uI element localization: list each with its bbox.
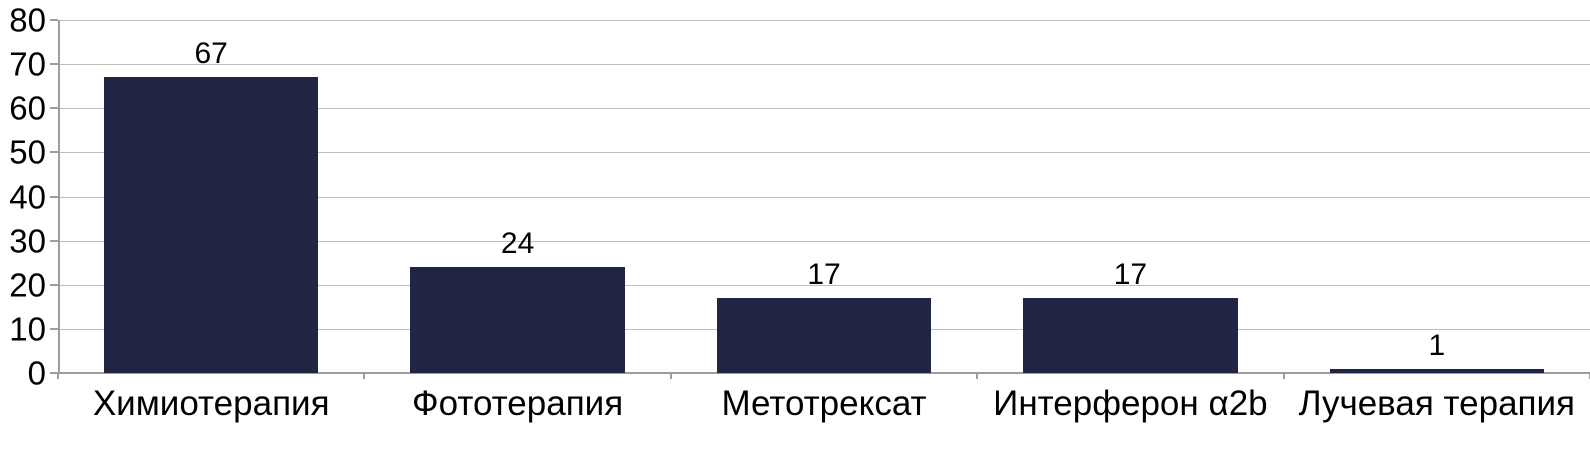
gridline xyxy=(58,196,1590,198)
x-axis-category-label: Интерферон α2b xyxy=(993,384,1268,423)
x-axis-tick xyxy=(57,374,59,379)
bar-1 xyxy=(410,267,625,373)
y-axis-tick-label: 40 xyxy=(9,178,46,215)
gridline xyxy=(58,108,1590,110)
x-axis-category-label: Фототерапия xyxy=(412,384,624,423)
bar-value-label: 17 xyxy=(1113,257,1148,291)
y-axis-tick-label: 20 xyxy=(9,266,46,304)
y-axis-tick xyxy=(50,327,58,330)
y-axis-tick xyxy=(50,19,58,21)
y-axis-tick xyxy=(50,151,58,154)
x-axis-tick xyxy=(669,374,672,379)
y-axis-tick xyxy=(50,239,58,242)
gridline xyxy=(58,240,1590,242)
bar-3 xyxy=(1023,297,1238,373)
y-axis-tick-label: 10 xyxy=(9,310,46,348)
x-axis-category-label: Метотрексат xyxy=(721,384,927,423)
gridline xyxy=(58,152,1590,154)
x-axis-tick xyxy=(1282,374,1285,379)
y-axis-tick-label: 60 xyxy=(9,89,46,127)
x-axis-tick xyxy=(976,374,979,379)
y-axis-tick xyxy=(50,63,58,66)
gridline xyxy=(58,20,1590,21)
bar-value-label: 1 xyxy=(1428,328,1446,362)
bar-value-label: 67 xyxy=(194,37,228,71)
y-axis-tick xyxy=(50,283,58,286)
y-axis-tick xyxy=(50,372,58,374)
y-axis-line xyxy=(58,20,60,373)
bar-value-label: 24 xyxy=(500,227,535,261)
bar-value-label: 17 xyxy=(807,257,841,291)
bar-0 xyxy=(103,77,319,373)
x-axis-tick xyxy=(363,374,366,379)
y-axis-tick-label: 80 xyxy=(9,1,46,39)
x-axis-category-label: Химиотерапия xyxy=(92,384,330,423)
gridline xyxy=(58,64,1590,66)
y-axis-tick xyxy=(50,107,58,110)
x-axis-category-label: Лучевая терапия xyxy=(1298,384,1575,423)
bar-2 xyxy=(716,297,932,373)
y-axis-tick xyxy=(50,195,58,198)
y-axis-tick-label: 30 xyxy=(9,222,46,260)
y-axis-tick-label: 0 xyxy=(27,354,46,392)
y-axis-tick-label: 70 xyxy=(9,45,46,83)
y-axis-tick-label: 50 xyxy=(9,133,46,171)
x-axis-line xyxy=(58,372,1590,374)
bar-4 xyxy=(1329,368,1545,373)
gridline xyxy=(58,284,1590,286)
